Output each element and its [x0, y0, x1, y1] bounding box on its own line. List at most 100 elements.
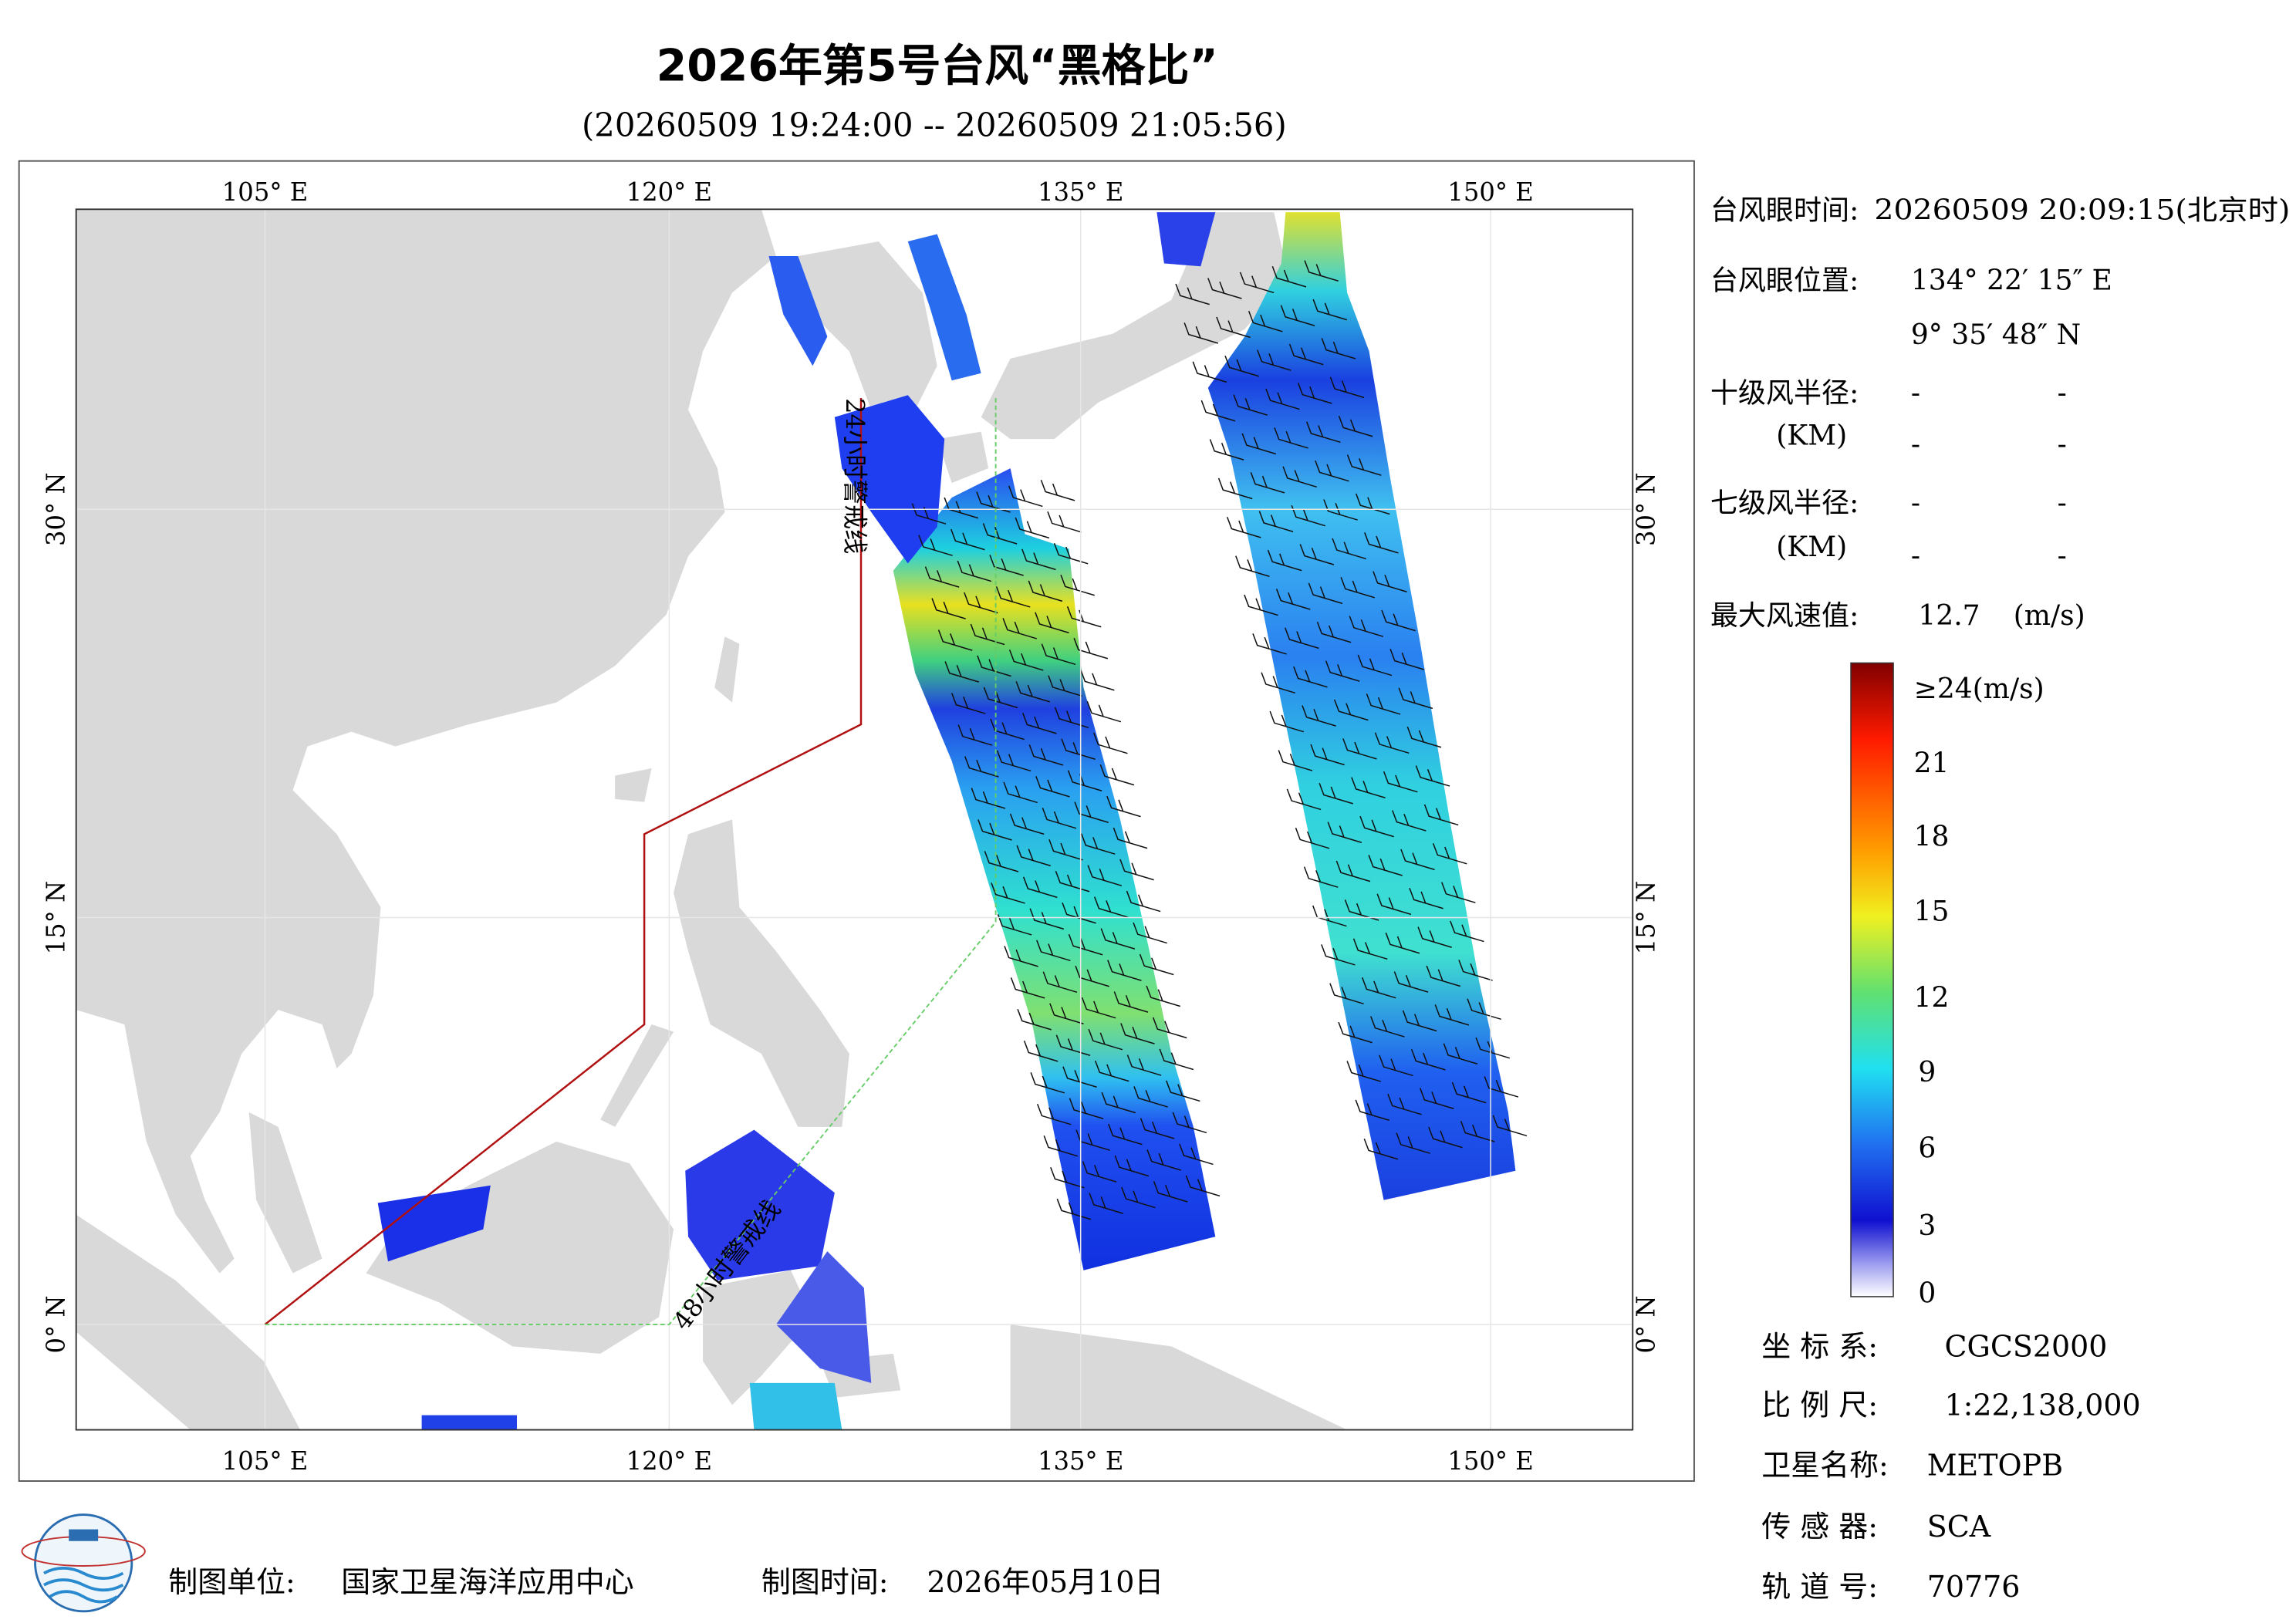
wind-barb — [1054, 707, 1089, 729]
wind-barb — [1467, 998, 1501, 1021]
wind-barb — [1015, 517, 1050, 539]
warning-label: 24小时警戒线 — [840, 398, 869, 554]
wind-barb — [1428, 1126, 1463, 1149]
wind-barb — [1133, 1086, 1168, 1108]
wind-barb — [1099, 764, 1135, 786]
info-label: 最大风速值: — [1710, 599, 1859, 632]
wind-barb — [1315, 460, 1349, 482]
wind-barb — [1373, 571, 1407, 592]
wind-barb — [1053, 542, 1089, 565]
wind-barb — [1087, 865, 1123, 886]
wind-barb — [1325, 660, 1360, 682]
wind-barb — [1146, 985, 1180, 1007]
wind-barb — [1094, 896, 1129, 918]
wind-barb — [1244, 594, 1278, 616]
wind-barb — [1060, 574, 1095, 596]
wind-barb — [1415, 765, 1450, 787]
wind-barb — [1082, 1161, 1117, 1183]
wind-barb — [1179, 1143, 1214, 1166]
wind-barb — [989, 555, 1024, 576]
wind-barb — [1359, 815, 1394, 838]
land — [981, 212, 1289, 440]
wind-barb — [1048, 675, 1082, 697]
wind-barb — [1036, 1103, 1072, 1125]
wind-barb — [931, 598, 966, 619]
wind-barb — [991, 882, 1025, 904]
wind-barb — [1119, 859, 1154, 881]
wind-barb — [1192, 361, 1227, 383]
colorbar-label: 3 — [1918, 1210, 1936, 1242]
land — [703, 1270, 813, 1405]
wind-barb — [1432, 842, 1467, 865]
wind-barb — [1423, 804, 1459, 826]
wind-barb — [1383, 771, 1418, 793]
meta-value: METOPB — [1927, 1448, 2063, 1482]
wind-barb — [1055, 870, 1090, 892]
meta-value: SCA — [1927, 1510, 1991, 1544]
wind-barb — [1209, 439, 1244, 461]
wind-barb — [1166, 1080, 1200, 1102]
wind-barb — [1293, 666, 1328, 688]
warning-line-48h — [265, 398, 997, 1325]
wind-barb — [1140, 1118, 1175, 1139]
info-value: 9° 35′ 48″ N — [1911, 319, 2081, 351]
colorbar-label: 18 — [1914, 821, 1950, 853]
title: 2026年第5号台风“黑格比” — [657, 40, 1218, 91]
wind-barb — [1101, 1092, 1136, 1114]
wind-barb — [1280, 305, 1315, 326]
wind-barb — [1048, 838, 1083, 861]
wind-barb — [1355, 493, 1390, 515]
wind-barb — [1303, 866, 1339, 888]
wind-swath — [421, 1415, 517, 1430]
wind-barb — [1426, 965, 1461, 987]
wind-barb — [1022, 876, 1058, 899]
wind-barb — [1387, 1093, 1422, 1115]
wind-barb — [1066, 606, 1102, 628]
wind-barb — [1355, 1099, 1390, 1122]
wind-barb — [1015, 681, 1051, 703]
wind-barb — [971, 788, 1006, 809]
info-value: - — [1911, 428, 1920, 461]
wind-barb — [1248, 310, 1283, 332]
wind-barb — [1492, 1115, 1528, 1137]
wind-barb — [1379, 1054, 1413, 1077]
wind-barb — [1400, 849, 1435, 871]
wind-barb — [1364, 532, 1399, 554]
wind-barb — [1370, 1016, 1405, 1038]
lon-label: 120° E — [626, 1446, 713, 1476]
wind-barb — [1332, 538, 1366, 560]
wind-barb — [1003, 781, 1038, 804]
wind-barb — [1310, 744, 1345, 766]
wind-barb — [1451, 1081, 1487, 1104]
meta-value: 70776 — [1927, 1570, 2021, 1604]
wind-barb — [1126, 890, 1161, 913]
wind-barb — [1286, 788, 1322, 811]
colorbar-label: 15 — [1914, 895, 1950, 927]
wind-barb — [1023, 1041, 1059, 1062]
wind-barb — [1126, 1054, 1162, 1076]
wind-barb — [1329, 983, 1364, 1005]
wind-barb — [1107, 960, 1142, 981]
wind-barb — [964, 756, 999, 778]
colorbar-label: 6 — [1918, 1132, 1936, 1165]
wind-barb — [1061, 738, 1096, 760]
lon-labels: 105° E 120° E 135° E 150° E 105° E 120° … — [222, 177, 1534, 1476]
wind-barb — [1093, 732, 1128, 754]
info-label: 十级风半径: — [1710, 377, 1859, 410]
info-unit: (m/s) — [2014, 599, 2085, 632]
wind-barb — [1441, 882, 1476, 903]
wind-barb — [1081, 997, 1116, 1019]
wind-barb — [1241, 433, 1277, 455]
wind-barb — [1374, 732, 1410, 754]
wind-swath — [834, 395, 945, 564]
wind-barb — [1333, 699, 1369, 721]
wind-barb — [1393, 971, 1429, 993]
wind-barb — [950, 693, 986, 714]
metadata: 坐 标 系: CGCS2000 比 例 尺: 1:22,138,000 卫星名称… — [1761, 1330, 2140, 1604]
land — [248, 1112, 322, 1274]
wind-barb — [1361, 977, 1396, 999]
wind-barb — [1385, 932, 1420, 954]
wind-barb — [1233, 394, 1268, 416]
lon-label: 150° E — [1447, 177, 1534, 207]
footer-value: 国家卫星海洋应用中心 — [341, 1565, 633, 1599]
